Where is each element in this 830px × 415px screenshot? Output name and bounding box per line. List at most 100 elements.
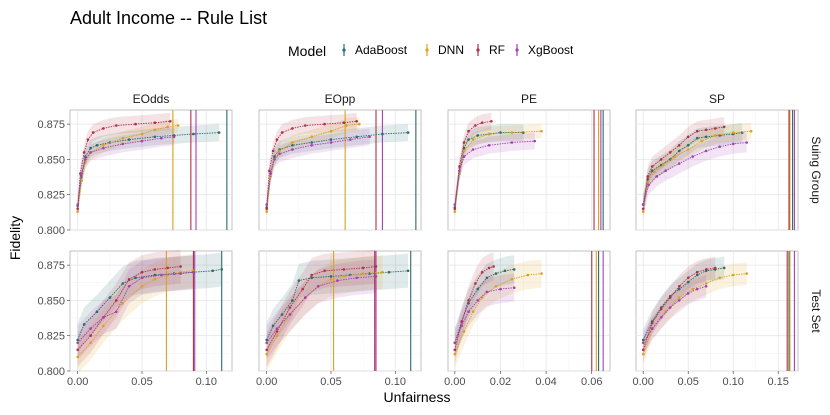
data-point-xgboost bbox=[349, 138, 352, 141]
series-line-dnn bbox=[454, 273, 542, 355]
data-point-dnn bbox=[686, 148, 690, 151]
confidence-band-dnn bbox=[266, 255, 383, 371]
data-point-xgboost bbox=[368, 135, 371, 139]
data-point-adaboost bbox=[485, 276, 489, 280]
data-point-rf bbox=[275, 138, 279, 141]
data-point-adaboost bbox=[121, 282, 124, 285]
confidence-band-rf bbox=[643, 256, 716, 362]
data-point-xgboost bbox=[677, 299, 681, 302]
data-point-dnn bbox=[462, 330, 466, 333]
panel-test-set-sp: 0.00 0.05 0.10 0.15 bbox=[632, 250, 799, 388]
panel-suing-group-eopp bbox=[258, 109, 422, 231]
data-point-xgboost bbox=[192, 270, 195, 274]
data-point-adaboost bbox=[686, 280, 690, 284]
data-point-dnn bbox=[275, 334, 279, 338]
data-point-xgboost bbox=[499, 287, 502, 291]
legend-key-dot-rf bbox=[476, 48, 480, 52]
data-point-dnn bbox=[494, 285, 498, 288]
data-point-rf bbox=[641, 207, 645, 211]
y-tick-label: 0.850 bbox=[37, 295, 65, 307]
data-point-adaboost bbox=[297, 279, 301, 282]
series-line-adaboost bbox=[77, 268, 222, 341]
data-point-xgboost bbox=[127, 285, 131, 288]
data-point-xgboost bbox=[121, 142, 124, 146]
panel-test-set-eopp: 0.00 0.05 0.10 bbox=[256, 249, 422, 388]
column-strip-label-pe: PE bbox=[521, 92, 537, 106]
series-line-adaboost bbox=[642, 132, 743, 205]
data-point-dnn bbox=[704, 282, 708, 285]
data-point-adaboost bbox=[108, 296, 112, 299]
data-point-xgboost bbox=[179, 272, 182, 275]
data-point-adaboost bbox=[82, 323, 86, 326]
data-point-xgboost bbox=[278, 152, 281, 156]
data-point-adaboost bbox=[494, 272, 498, 275]
series-line-xgboost bbox=[266, 136, 370, 205]
data-point-xgboost bbox=[102, 146, 105, 150]
data-point-xgboost bbox=[659, 316, 663, 319]
data-point-adaboost bbox=[695, 136, 699, 140]
panel-test-set-pe: 0.00 0.02 0.04 0.06 bbox=[444, 250, 611, 388]
data-point-xgboost bbox=[512, 286, 516, 290]
data-point-rf bbox=[134, 122, 137, 126]
column-strip-eopp bbox=[259, 90, 421, 108]
data-point-dnn bbox=[487, 132, 491, 136]
panel-test-set-eodds: 0.800 0.825 0.850 0.875 0.00 0.05 0.10 bbox=[37, 249, 233, 388]
y-axis-title: Fidelity bbox=[7, 216, 23, 260]
x-tick-label: 0.00 bbox=[67, 376, 88, 388]
data-point-dnn bbox=[329, 129, 333, 133]
confidence-band-dnn bbox=[77, 118, 178, 219]
column-strip-label-sp: SP bbox=[709, 92, 725, 106]
data-point-rf bbox=[140, 270, 144, 274]
data-point-adaboost bbox=[503, 269, 507, 273]
y-tick-label: 0.850 bbox=[37, 154, 65, 166]
confidence-band-xgboost bbox=[454, 132, 535, 214]
data-point-rf bbox=[280, 131, 284, 134]
confidence-band-rf bbox=[454, 112, 492, 218]
data-point-dnn bbox=[166, 125, 169, 129]
series-line-adaboost bbox=[642, 267, 725, 341]
data-point-adaboost bbox=[153, 135, 157, 139]
confidence-band-xgboost bbox=[266, 259, 376, 360]
column-strip-sp bbox=[636, 90, 798, 108]
data-point-xgboost bbox=[115, 310, 118, 314]
data-point-xgboost bbox=[695, 287, 699, 291]
data-point-xgboost bbox=[102, 316, 105, 319]
data-point-dnn bbox=[462, 149, 466, 153]
data-point-dnn bbox=[176, 124, 180, 127]
data-point-rf bbox=[179, 265, 182, 268]
series-line-rf bbox=[266, 266, 377, 351]
x-tick-label: 0.05 bbox=[131, 376, 152, 388]
data-point-dnn bbox=[140, 132, 144, 136]
x-tick-label: 0.05 bbox=[677, 376, 698, 388]
data-point-xgboost bbox=[76, 203, 79, 206]
data-point-rf bbox=[323, 122, 326, 126]
data-point-xgboost bbox=[269, 172, 272, 175]
confidence-band-rf bbox=[454, 252, 494, 364]
data-point-dnn bbox=[291, 141, 294, 144]
legend-label-xgboost: XgBoost bbox=[528, 43, 574, 57]
data-point-xgboost bbox=[458, 169, 461, 172]
data-point-xgboost bbox=[655, 175, 658, 178]
data-point-dnn bbox=[691, 287, 694, 291]
panel-background bbox=[635, 250, 799, 372]
x-tick-label: 0.10 bbox=[196, 376, 217, 388]
legend: Model AdaBoost DNN RF XgBoost bbox=[288, 43, 574, 59]
data-point-rf bbox=[668, 151, 672, 154]
series-line-dnn bbox=[642, 130, 752, 212]
data-point-rf bbox=[86, 138, 90, 141]
confidence-band-adaboost bbox=[266, 124, 409, 216]
data-point-dnn bbox=[641, 210, 645, 213]
data-point-rf bbox=[323, 269, 326, 273]
data-point-rf bbox=[713, 266, 717, 270]
data-point-adaboost bbox=[387, 270, 391, 274]
y-tick-label: 0.800 bbox=[37, 366, 65, 378]
data-point-dnn bbox=[153, 277, 157, 281]
y-tick-label: 0.825 bbox=[37, 190, 65, 202]
data-point-xgboost bbox=[462, 155, 466, 158]
data-point-adaboost bbox=[476, 287, 480, 291]
data-point-adaboost bbox=[84, 155, 87, 158]
data-point-adaboost bbox=[271, 324, 275, 328]
data-point-adaboost bbox=[211, 269, 214, 273]
column-strip-label-eodds: EOdds bbox=[133, 92, 170, 106]
